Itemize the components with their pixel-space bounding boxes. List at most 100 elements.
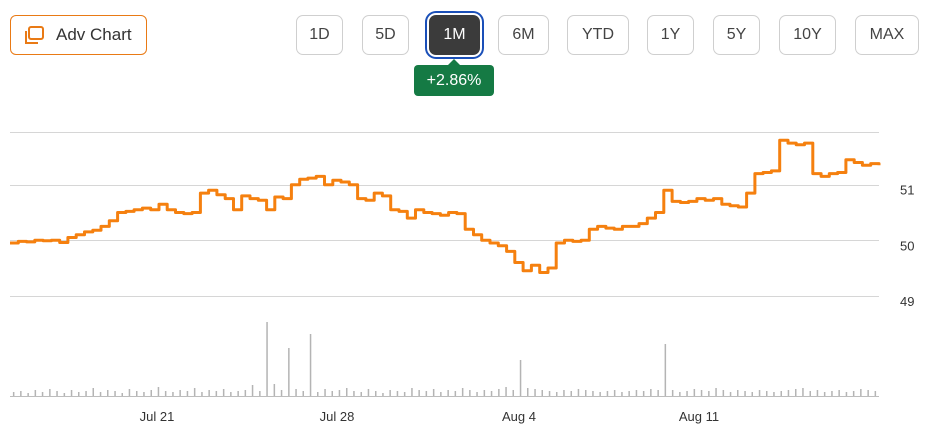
volume-bar: [411, 388, 413, 396]
y-tick-label: 51: [900, 183, 914, 198]
volume-bar: [27, 393, 29, 396]
volume-bar: [744, 391, 746, 396]
volume-bar: [201, 392, 203, 396]
layers-icon: [25, 26, 44, 44]
volume-bar: [186, 391, 189, 396]
volume-bar: [715, 388, 717, 396]
volume-bar: [396, 391, 399, 396]
volume-bar: [809, 391, 811, 396]
volume-bar: [114, 391, 116, 396]
volume-bar: [664, 344, 667, 396]
volume-bar: [34, 390, 37, 396]
price-line: [10, 138, 881, 274]
volume-bar: [85, 391, 87, 396]
volume-bar: [353, 391, 355, 396]
volume-bar: [78, 392, 80, 396]
volume-bar: [447, 390, 449, 396]
volume-bar: [823, 392, 826, 396]
range-5y-button[interactable]: 5Y: [713, 15, 760, 55]
volume-bar: [440, 392, 442, 396]
volume-bar: [708, 391, 710, 396]
volume-bar: [729, 392, 732, 396]
volume-bar: [780, 391, 782, 396]
volume-bar: [266, 322, 268, 396]
volume-bar: [787, 390, 790, 396]
volume-bar: [845, 392, 848, 396]
volume-bar: [874, 391, 877, 396]
range-6m-button[interactable]: 6M: [498, 15, 549, 55]
volume-bar: [635, 390, 638, 396]
volume-bar: [49, 389, 51, 396]
range-1d-button[interactable]: 1D: [296, 15, 343, 55]
volume-bar: [686, 391, 688, 396]
volume-bar: [63, 393, 66, 396]
volume-bar: [722, 390, 725, 396]
volume-bar: [92, 388, 94, 396]
volume-bar: [867, 390, 869, 396]
volume-bar: [563, 390, 565, 396]
volume-bar: [527, 388, 529, 396]
volume-bar: [679, 392, 681, 396]
volume-bar: [403, 392, 406, 396]
volume-bar: [425, 391, 428, 396]
volume-bar: [519, 360, 522, 396]
volume-bar: [193, 388, 196, 396]
volume-bar: [621, 392, 623, 396]
volume-bar: [758, 390, 761, 396]
volume-bar: [70, 390, 73, 396]
volume-bar: [41, 392, 44, 396]
volume-bar: [534, 389, 536, 396]
volume-bar: [107, 390, 109, 396]
volume-bar: [280, 390, 283, 396]
volume-bar: [172, 392, 174, 396]
volume-bar: [802, 388, 804, 396]
volume-bar: [476, 392, 478, 396]
volume-bar: [657, 390, 659, 396]
volume-bar: [816, 390, 819, 396]
volume-bar: [215, 391, 218, 396]
volume-bar: [244, 390, 247, 396]
y-tick-label: 49: [900, 294, 914, 309]
volume-bar: [599, 392, 601, 396]
volume-bar: [128, 389, 131, 396]
volume-bar: [831, 391, 833, 396]
range-1y-button[interactable]: 1Y: [647, 15, 694, 55]
range-max-button[interactable]: MAX: [855, 15, 919, 55]
volume-bar: [490, 391, 493, 396]
adv-chart-button[interactable]: Adv Chart: [10, 15, 147, 55]
volume-bar: [150, 390, 152, 396]
volume-bar: [375, 391, 377, 396]
range-10y-button[interactable]: 10Y: [779, 15, 836, 55]
volume-bar: [461, 388, 464, 396]
range-5d-button[interactable]: 5D: [362, 15, 409, 55]
volume-bar: [295, 389, 297, 396]
volume-bar: [222, 389, 225, 396]
volume-bar: [700, 390, 703, 396]
volume-bar: [671, 390, 674, 396]
volume-bar: [505, 387, 507, 396]
volume-bar: [498, 389, 500, 396]
volume-bar: [613, 390, 616, 396]
volume-bar: [773, 392, 775, 396]
volume-bar: [230, 392, 232, 396]
volume-bar: [143, 392, 145, 396]
volume-bar: [693, 389, 696, 396]
volume-bar: [12, 392, 15, 396]
volume-bar: [382, 393, 384, 396]
range-1m-button[interactable]: 1M: [429, 15, 480, 55]
volume-bar: [302, 391, 304, 396]
volume-bar: [273, 384, 276, 396]
x-tick-label: Jul 21: [140, 409, 175, 424]
volume-bar: [642, 391, 645, 396]
volume-bar: [418, 390, 420, 396]
volume-bar: [432, 389, 435, 396]
volume-bar: [766, 391, 768, 396]
range-ytd-button[interactable]: YTD: [567, 15, 629, 55]
volume-bar: [795, 389, 797, 396]
y-tick-label: 50: [900, 238, 914, 253]
volume-bar: [570, 391, 572, 396]
volume-bar: [121, 393, 123, 396]
volume-bar: [512, 390, 514, 396]
volume-bar: [852, 391, 855, 396]
